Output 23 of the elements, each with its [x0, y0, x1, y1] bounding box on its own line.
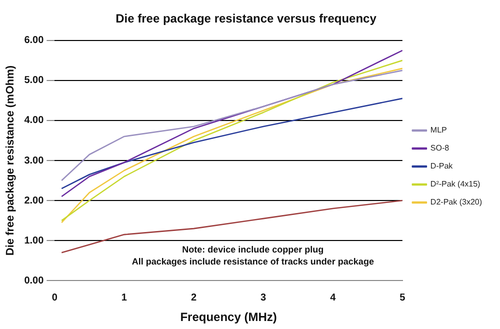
x-tick-label: 3: [260, 292, 267, 304]
annotation: Note: device include copper plug: [182, 244, 324, 255]
y-tick-label: 3.00: [24, 155, 44, 166]
legend-label: D²-Pak (4x15): [430, 180, 481, 189]
legend-label: MLP: [430, 126, 447, 135]
x-tick-label: 0: [52, 292, 58, 304]
legend-label: D-Pak: [430, 162, 454, 171]
y-tick-label: 2.00: [24, 195, 44, 206]
x-tick-label: 5: [400, 292, 406, 304]
y-axis-title: Die free package resistance (mOhm): [4, 65, 17, 256]
legend-label: D2-Pak (3x20): [430, 198, 482, 207]
y-tick-label: 0.00: [24, 275, 44, 286]
y-tick-label: 5.00: [24, 75, 44, 86]
y-tick-label: 6.00: [24, 35, 44, 46]
chart-title: Die free package resistance versus frequency: [116, 12, 377, 26]
annotation: All packages include resistance of tracks under package: [132, 256, 374, 267]
y-tick-label: 1.00: [24, 235, 44, 246]
x-tick-label: 2: [190, 292, 197, 304]
x-tick-label: 1: [121, 292, 128, 304]
y-tick-label: 4.00: [24, 115, 44, 126]
legend-label: SO-8: [430, 144, 450, 153]
x-axis-title: Frequency (MHz): [180, 310, 277, 324]
x-tick-label: 4: [330, 292, 336, 304]
